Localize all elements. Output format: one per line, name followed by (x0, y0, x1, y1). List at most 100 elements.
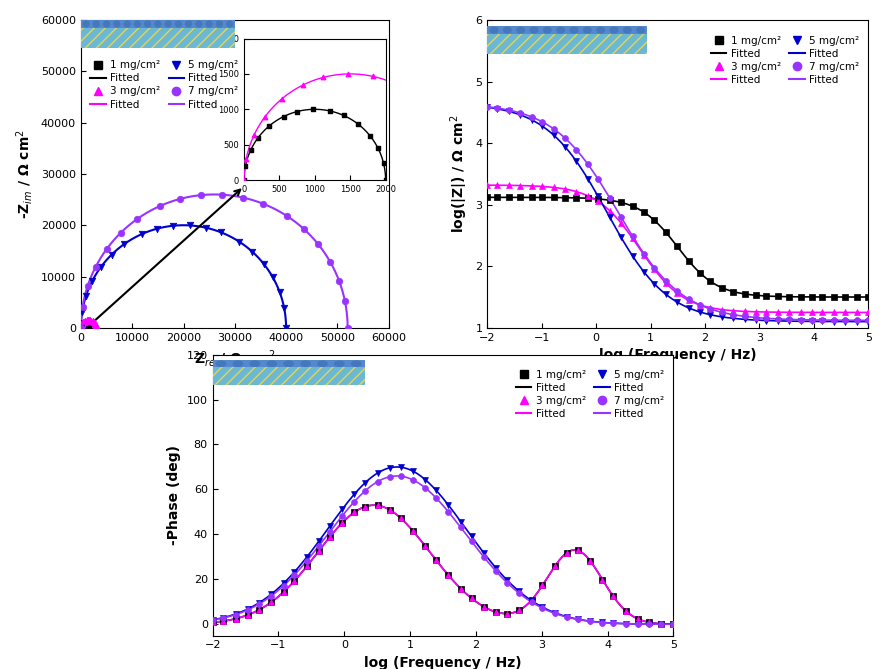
Point (74, 322, 88, 333)
Point (383, 472, 397, 482)
Point (429, 555, 443, 565)
Circle shape (154, 20, 161, 27)
Circle shape (233, 361, 244, 367)
Point (571, 614, 585, 625)
Point (358, 501, 372, 512)
Point (602, 205, 617, 216)
Point (335, 518, 349, 529)
Point (299, 561, 314, 572)
Point (252, 605, 266, 615)
Point (75, 319, 89, 330)
Point (441, 570, 455, 581)
Point (670, 241, 684, 252)
Point (595, 574, 610, 585)
Point (280, 211, 294, 221)
Point (782, 314, 797, 324)
Point (117, 239, 131, 250)
Point (560, 547, 574, 558)
Point (501, 180, 516, 191)
Point (370, 476, 385, 487)
Point (135, 229, 149, 240)
Point (94, 262, 108, 272)
Point (480, 102, 494, 112)
Point (82, 318, 96, 329)
Point (715, 304, 729, 315)
Point (74, 319, 89, 330)
Point (571, 614, 585, 625)
Point (525, 595, 539, 605)
Point (525, 595, 539, 605)
Bar (487, 34, 648, 54)
Point (88, 318, 102, 328)
Point (74, 321, 88, 332)
Point (252, 597, 266, 608)
Point (311, 239, 325, 250)
Point (654, 619, 668, 630)
X-axis label: Z$_{re}$ / Ω cm$^2$: Z$_{re}$ / Ω cm$^2$ (194, 349, 276, 369)
Point (670, 286, 684, 296)
Point (229, 609, 243, 620)
Point (614, 197, 628, 208)
Point (647, 278, 661, 289)
Circle shape (530, 27, 539, 33)
Point (547, 192, 561, 203)
Point (501, 105, 516, 116)
Point (167, 220, 181, 231)
Point (323, 532, 337, 543)
Point (827, 292, 841, 302)
Point (693, 306, 707, 317)
Point (595, 574, 610, 585)
Point (74, 320, 89, 330)
Point (771, 316, 785, 326)
Point (406, 526, 420, 537)
Point (358, 486, 372, 496)
Point (794, 316, 808, 326)
Point (771, 307, 785, 318)
Point (429, 485, 443, 496)
Point (558, 192, 572, 203)
Point (287, 575, 301, 586)
Point (464, 593, 478, 603)
Point (641, 617, 656, 628)
Point (406, 466, 420, 476)
Point (626, 251, 640, 262)
Point (441, 570, 455, 581)
Point (245, 246, 260, 257)
Point (782, 292, 797, 302)
Point (79, 317, 93, 328)
Circle shape (144, 20, 152, 27)
Point (602, 195, 617, 205)
Point (429, 555, 443, 565)
Point (194, 190, 208, 201)
Point (75, 318, 89, 328)
Point (335, 504, 349, 515)
Point (79, 290, 93, 301)
Point (681, 302, 696, 313)
Point (614, 217, 628, 228)
Circle shape (113, 20, 120, 27)
Point (548, 607, 562, 618)
Point (749, 312, 763, 323)
Point (332, 276, 346, 286)
Point (252, 599, 266, 609)
Point (805, 307, 820, 318)
Point (512, 586, 526, 597)
Point (681, 256, 696, 266)
Point (77, 316, 91, 327)
Bar (487, 26, 648, 34)
Point (548, 561, 562, 572)
Point (358, 501, 372, 512)
Text: C: C (222, 363, 237, 382)
Point (525, 595, 539, 606)
Point (738, 306, 752, 316)
Circle shape (123, 20, 130, 27)
Point (264, 597, 278, 607)
Point (782, 307, 797, 318)
Point (489, 566, 503, 577)
Point (393, 512, 408, 523)
Point (206, 617, 220, 628)
Point (299, 561, 314, 572)
Point (198, 222, 213, 233)
Point (626, 201, 640, 211)
Point (370, 468, 385, 478)
